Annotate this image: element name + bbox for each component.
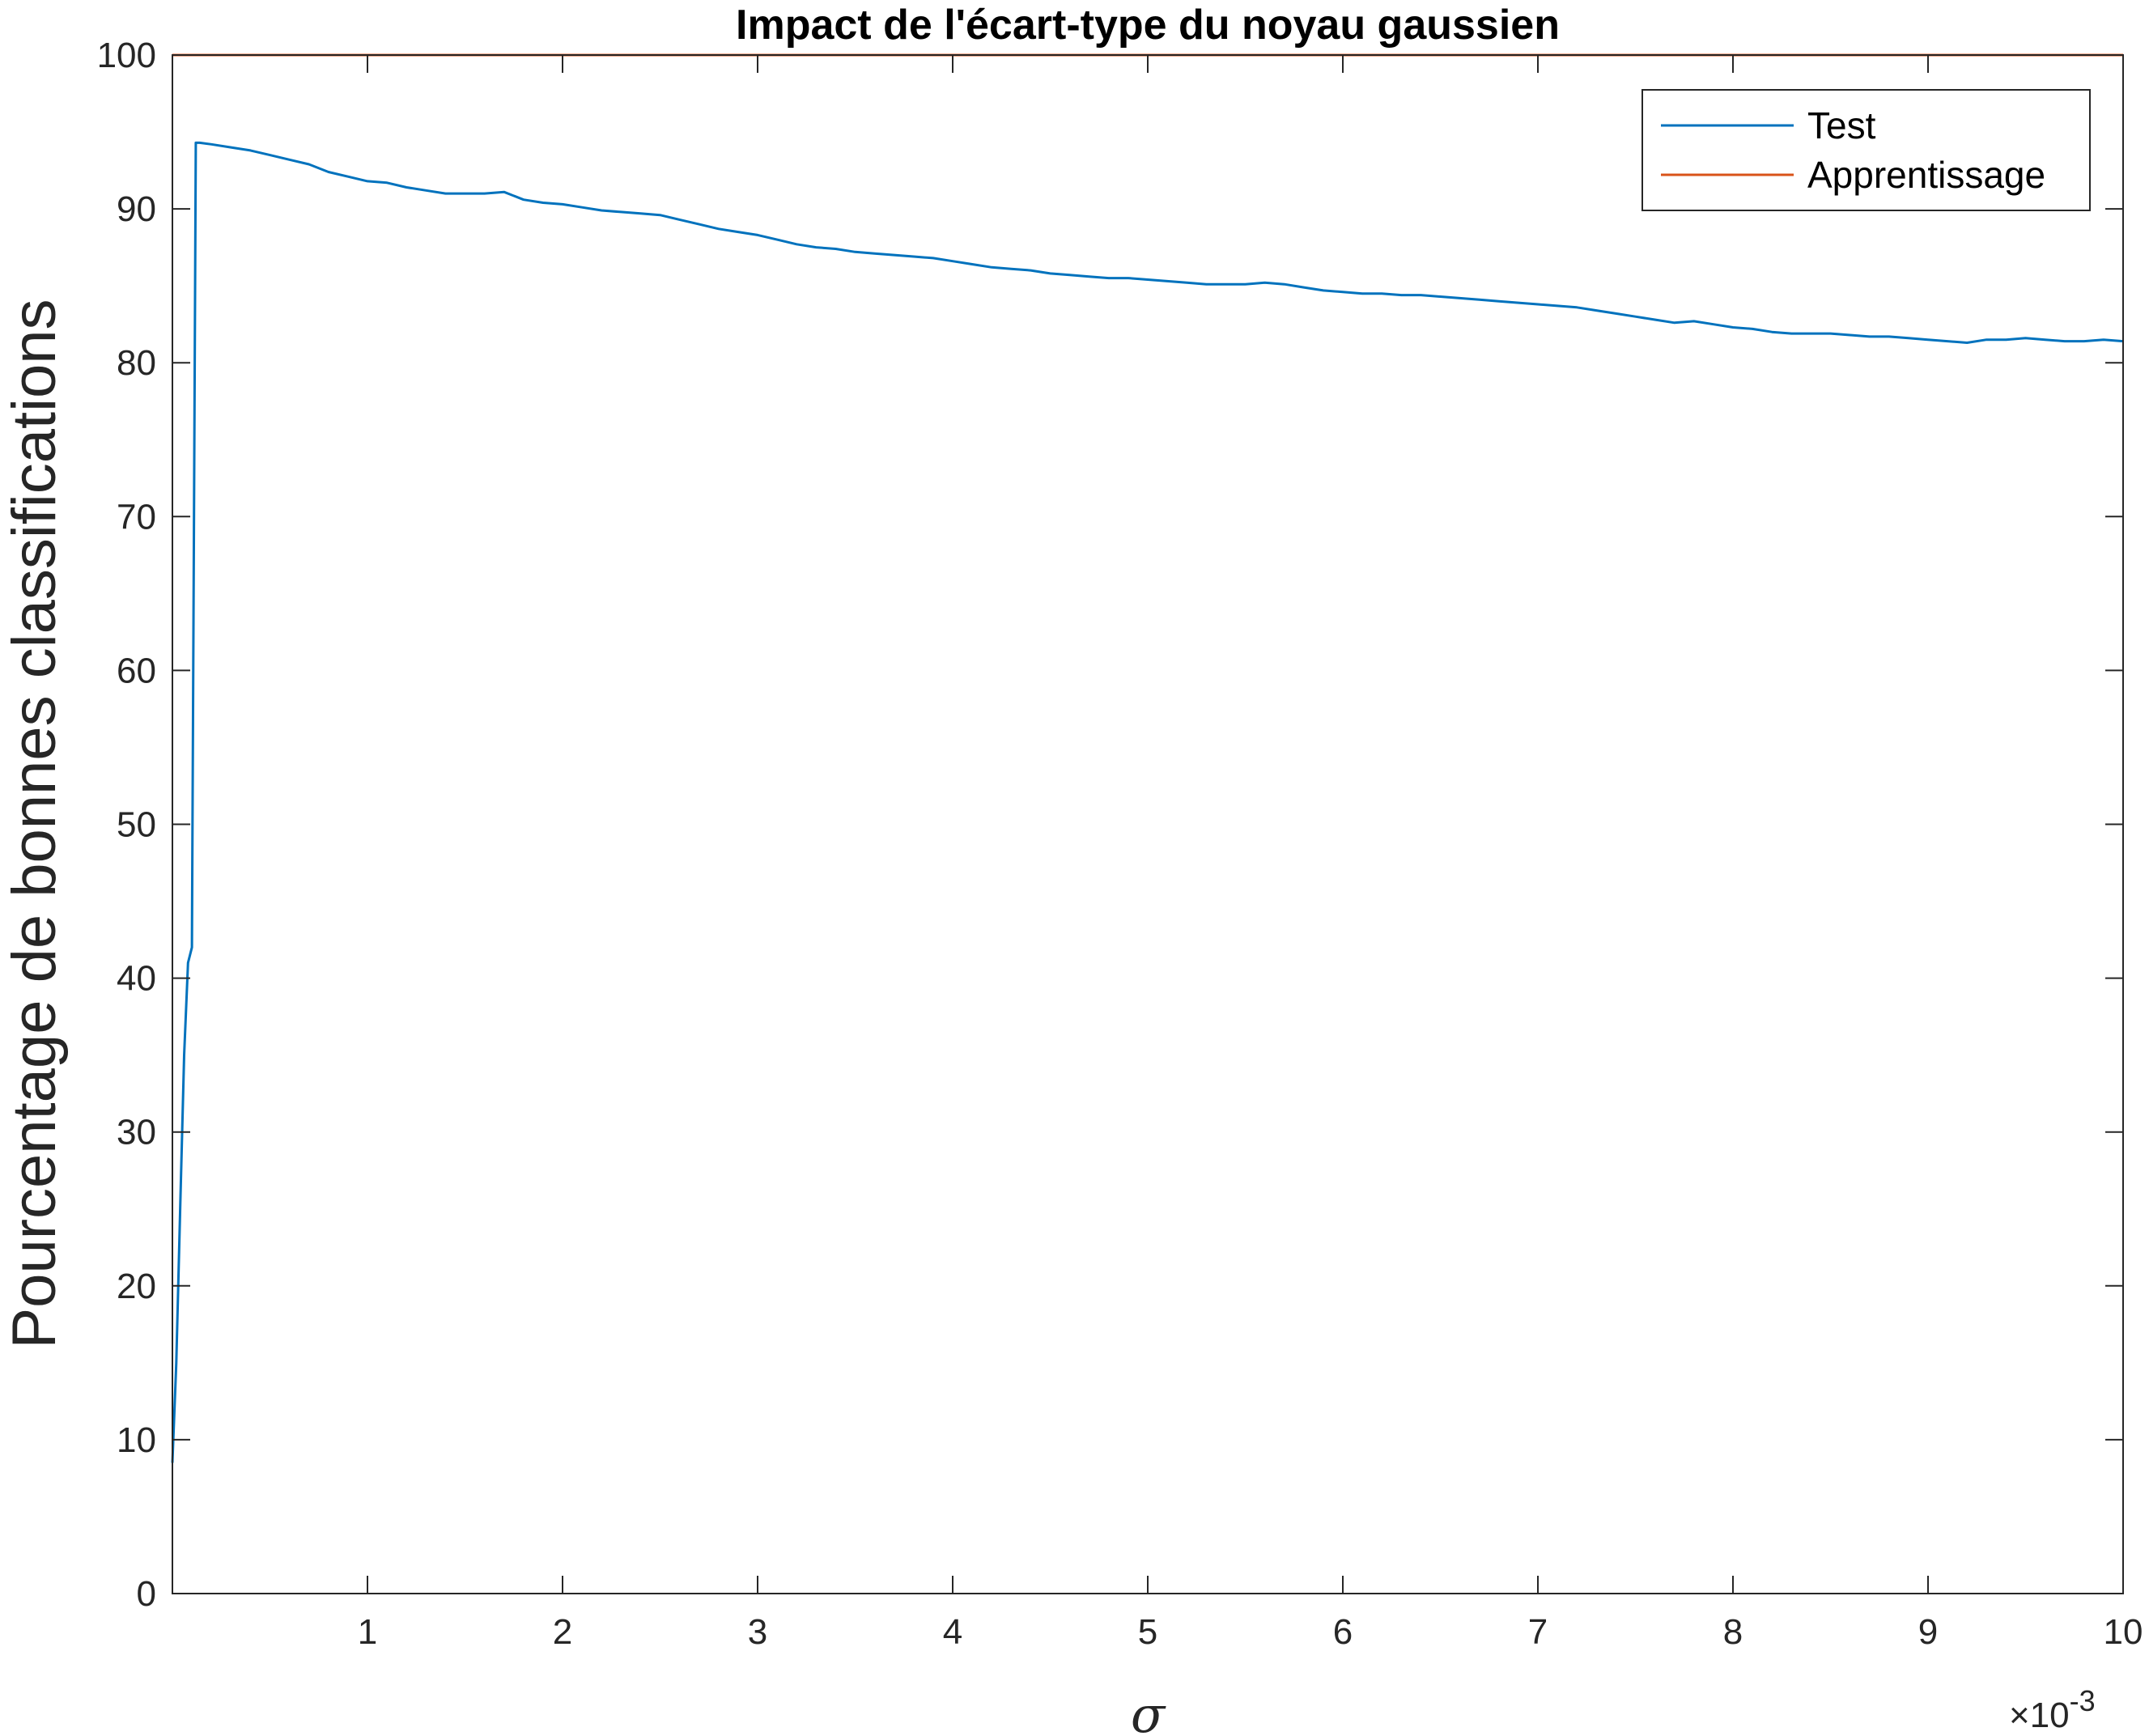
y-tick-label: 30 xyxy=(117,1113,156,1152)
y-tick-label: 50 xyxy=(117,805,156,845)
x-tick-label: 1 xyxy=(358,1612,377,1652)
x-tick-label: 2 xyxy=(553,1612,572,1652)
y-tick-label: 0 xyxy=(137,1574,156,1614)
y-tick-label: 80 xyxy=(117,343,156,383)
y-tick-label: 40 xyxy=(117,959,156,999)
y-tick-label: 60 xyxy=(117,651,156,690)
x-exponent-label: ×10-3 xyxy=(2009,1684,2096,1735)
series-line-test xyxy=(171,141,2124,1463)
legend-box xyxy=(1641,89,2091,211)
legend-label-apprentissage: Apprentissage xyxy=(1807,154,2045,196)
chart-title: Impact de l'écart-type du noyau gaussien xyxy=(736,2,1560,49)
y-tick-label: 10 xyxy=(117,1420,156,1460)
x-exponent-power: -3 xyxy=(2070,1684,2096,1717)
legend: Test Apprentissage xyxy=(1641,89,2091,211)
x-tick-label: 7 xyxy=(1528,1612,1548,1652)
y-tick-label: 70 xyxy=(117,497,156,537)
x-tick-label: 8 xyxy=(1723,1612,1743,1652)
x-tick-label: 5 xyxy=(1138,1612,1157,1652)
y-tick-label: 90 xyxy=(117,189,156,229)
x-tick-label: 3 xyxy=(748,1612,767,1652)
x-tick-label: 10 xyxy=(2104,1612,2143,1652)
x-axis-label: σ xyxy=(1131,1685,1166,1736)
x-tick-label: 9 xyxy=(1918,1612,1938,1652)
x-tick-label: 6 xyxy=(1333,1612,1353,1652)
x-tick-label: 4 xyxy=(943,1612,962,1652)
y-tick-label: 20 xyxy=(117,1267,156,1306)
plot-area xyxy=(172,55,2123,1594)
y-axis-label: Pourcentage de bonnes classifications xyxy=(0,299,69,1348)
x-exponent-base: ×10 xyxy=(2009,1696,2070,1735)
y-tick-label: 100 xyxy=(97,36,156,75)
legend-label-test: Test xyxy=(1807,104,1876,146)
